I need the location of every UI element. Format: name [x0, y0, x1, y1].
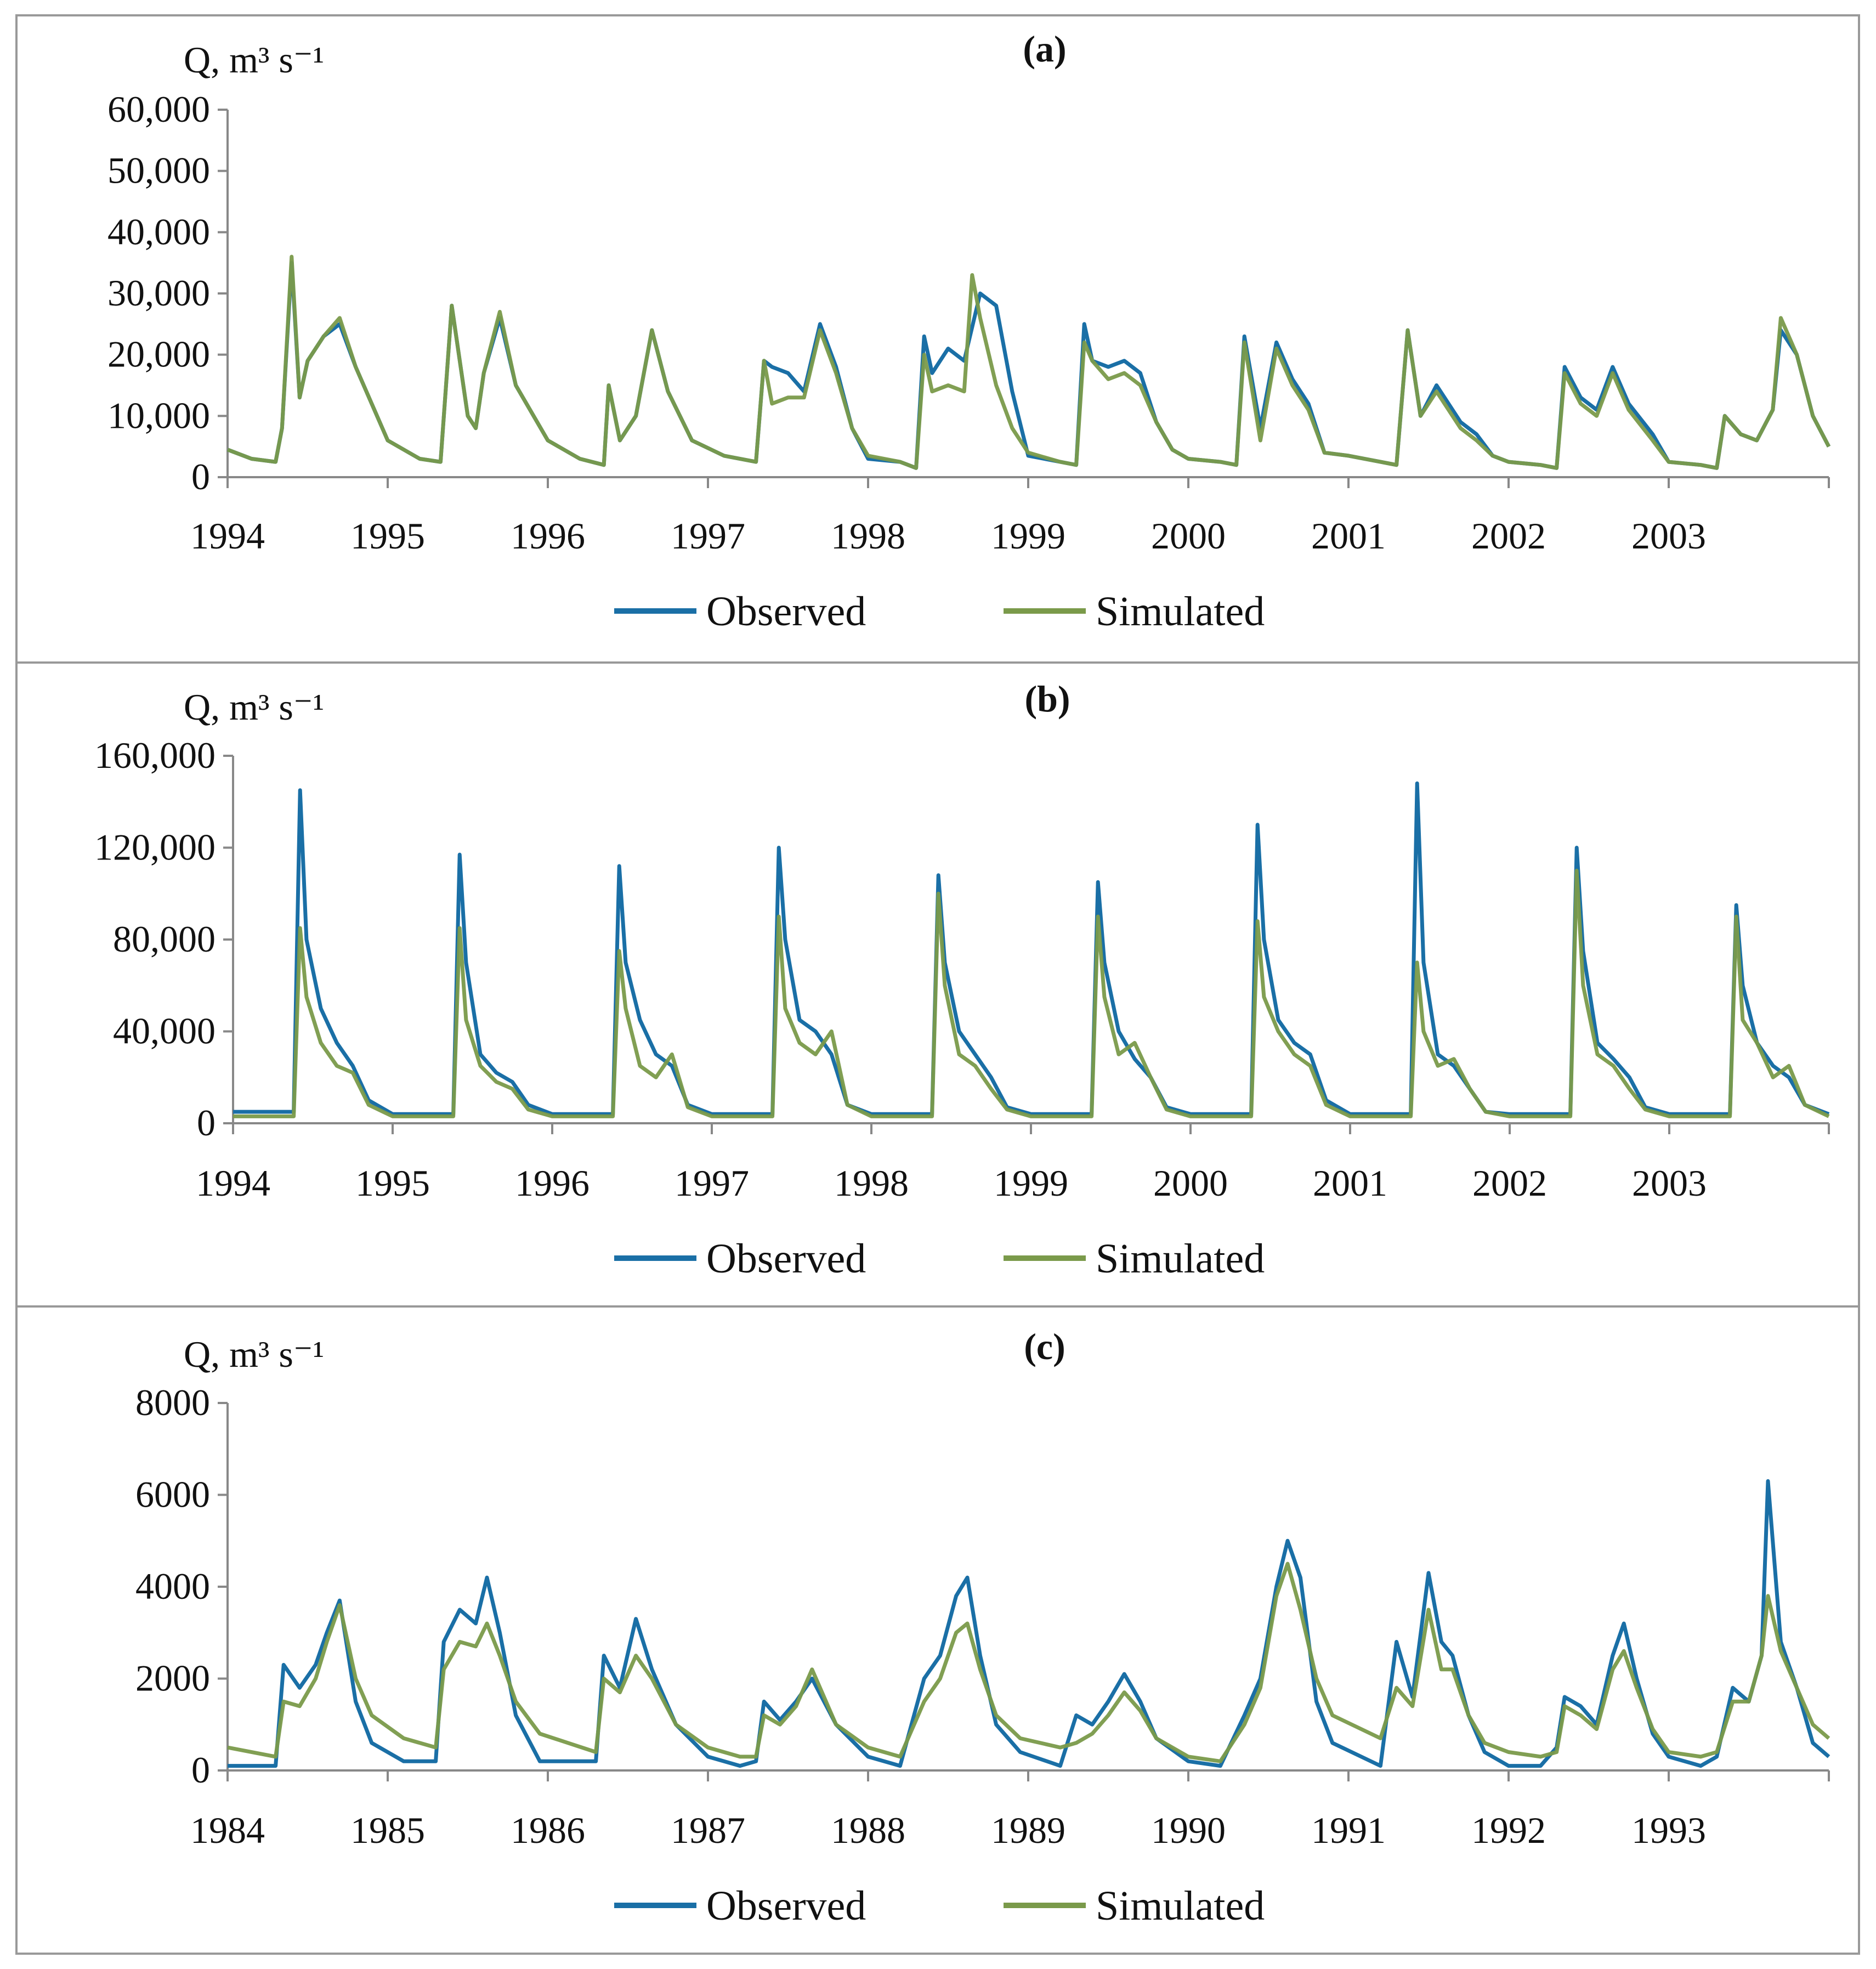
x-tick-label: 1996 — [511, 515, 585, 557]
x-tick-label: 1988 — [831, 1809, 905, 1851]
panel-frame-a — [15, 14, 1860, 664]
y-tick-label: 20,000 — [107, 333, 210, 375]
chart-title: (b) — [1024, 678, 1070, 720]
x-tick-label: 1999 — [991, 515, 1065, 557]
y-axis-label: Q, m³ s⁻¹ — [184, 1333, 324, 1375]
chart-title: (c) — [1024, 1326, 1065, 1367]
y-tick-label: 40,000 — [107, 211, 210, 252]
simulated-series-line — [226, 254, 1831, 470]
y-tick-label: 0 — [197, 1102, 216, 1144]
y-tick-label: 160,000 — [94, 734, 216, 776]
x-tick-label: 2002 — [1472, 1162, 1547, 1204]
x-tick-label: 1996 — [515, 1162, 590, 1204]
legend-observed-label: Observed — [706, 589, 866, 635]
x-tick-label: 1998 — [834, 1162, 909, 1204]
legend-simulated-label: Simulated — [1096, 1236, 1265, 1282]
y-tick-label: 4000 — [135, 1565, 210, 1607]
y-tick-label: 30,000 — [107, 272, 210, 314]
simulated-series-line — [233, 868, 1830, 1118]
panel-a: (a) Q, m³ s⁻¹ 0 10,000 20,000 30,000 40,000 50,… — [107, 28, 1831, 635]
x-tick-label: 1985 — [350, 1809, 425, 1851]
y-tick-label: 2000 — [135, 1657, 210, 1699]
x-tick-label: 1984 — [190, 1809, 265, 1851]
x-tick-label: 1990 — [1151, 1809, 1226, 1851]
y-tick-label: 8000 — [135, 1382, 210, 1423]
panel-b: (b) Q, m³ s⁻¹ 0 40,000 80,000 120,000 160,000 1… — [94, 678, 1830, 1282]
observed-series-line — [228, 1479, 1830, 1768]
panel-frame-c — [15, 1305, 1860, 1955]
y-tick-label: 50,000 — [107, 150, 210, 191]
simulated-series-line — [227, 1561, 1830, 1763]
y-tick-label: 10,000 — [107, 394, 210, 436]
observed-series-line — [233, 781, 1830, 1116]
x-tick-label: 2000 — [1151, 515, 1226, 557]
observed-series-line — [226, 261, 1831, 470]
x-tick-label: 1987 — [671, 1809, 745, 1851]
x-tick-label: 1995 — [355, 1162, 430, 1204]
y-tick-label: 6000 — [135, 1474, 210, 1515]
y-tick-label: 60,000 — [107, 88, 210, 130]
y-axis-label: Q, m³ s⁻¹ — [184, 686, 324, 728]
legend-simulated-label: Simulated — [1096, 1883, 1265, 1929]
x-tick-label: 2003 — [1631, 515, 1706, 557]
x-tick-label: 1994 — [190, 515, 265, 557]
x-tick-label: 2000 — [1153, 1162, 1228, 1204]
x-tick-label: 1997 — [675, 1162, 749, 1204]
chart-title: (a) — [1023, 28, 1066, 70]
legend-simulated-label: Simulated — [1096, 589, 1265, 635]
x-tick-label: 1997 — [671, 515, 745, 557]
x-tick-label: 2002 — [1471, 515, 1546, 557]
x-tick-label: 1991 — [1311, 1809, 1386, 1851]
x-tick-label: 1989 — [991, 1809, 1065, 1851]
x-tick-label: 1994 — [196, 1162, 270, 1204]
x-tick-label: 1993 — [1631, 1809, 1706, 1851]
x-tick-label: 1995 — [350, 515, 425, 557]
legend-observed-label: Observed — [706, 1883, 866, 1929]
x-tick-label: 1992 — [1471, 1809, 1546, 1851]
x-tick-label: 2001 — [1311, 515, 1386, 557]
x-tick-label: 1998 — [831, 515, 905, 557]
y-tick-label: 80,000 — [113, 918, 216, 960]
x-tick-label: 2003 — [1632, 1162, 1707, 1204]
y-tick-label: 120,000 — [94, 827, 216, 868]
legend-observed-label: Observed — [706, 1236, 866, 1282]
y-axis-label: Q, m³ s⁻¹ — [184, 39, 324, 81]
x-tick-label: 1999 — [994, 1162, 1068, 1204]
x-tick-label: 1986 — [511, 1809, 585, 1851]
y-tick-label: 0 — [191, 1749, 210, 1791]
panel-c: (c) Q, m³ s⁻¹ 0 2000 4000 6000 8000 1984 1985 198… — [135, 1326, 1830, 1929]
x-tick-label: 2001 — [1313, 1162, 1387, 1204]
y-tick-label: 0 — [191, 456, 210, 497]
y-tick-label: 40,000 — [113, 1010, 216, 1052]
